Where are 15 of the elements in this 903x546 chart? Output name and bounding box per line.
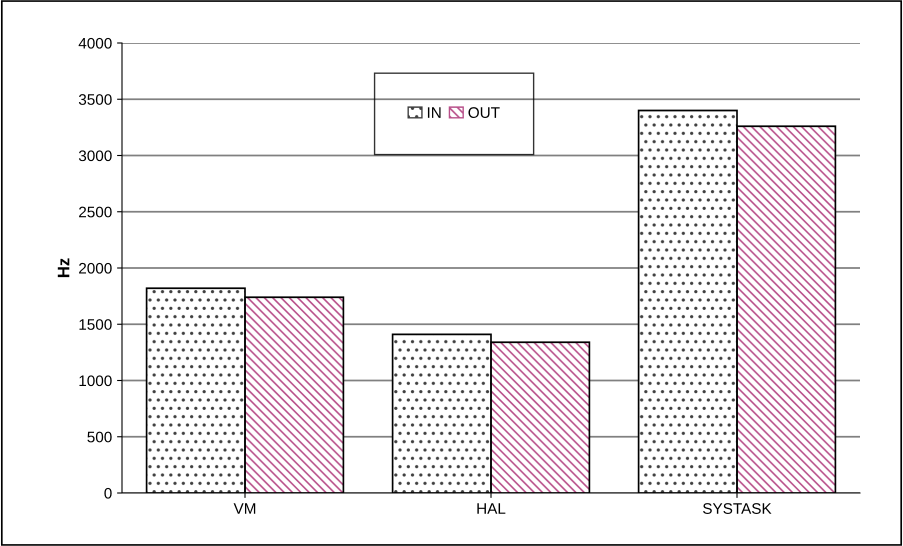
legend-label: IN <box>428 107 441 118</box>
y-tick-label: 3500 <box>78 94 112 105</box>
y-tick-label: 1000 <box>79 375 112 386</box>
y-axis-title: Hz <box>58 258 70 278</box>
y-tick-label: 2000 <box>79 262 112 274</box>
y-tick-label: 3000 <box>78 150 112 162</box>
y-tick-label: 4000 <box>78 38 112 49</box>
y-tick-label: 2500 <box>79 206 112 218</box>
x-tick-label: HAL <box>477 503 506 514</box>
y-tick-label: 1500 <box>79 319 112 330</box>
legend-label: OUT <box>468 107 500 118</box>
y-tick-label: 500 <box>87 432 112 442</box>
x-tick-label: VM <box>234 503 256 514</box>
y-tick-label: 0 <box>104 488 112 499</box>
x-tick-label: SYSTASK <box>703 503 772 514</box>
